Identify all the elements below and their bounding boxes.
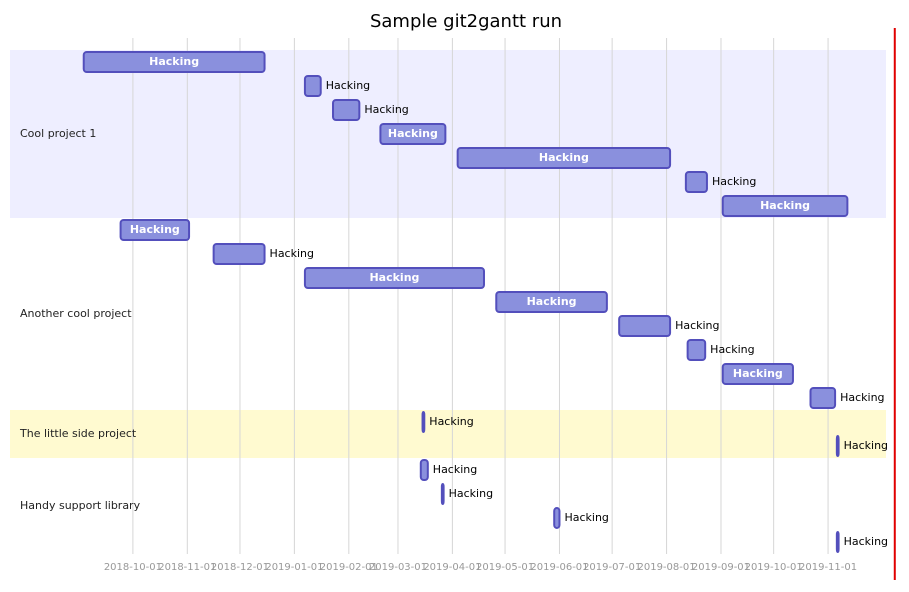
x-tick-label: 2019-09-01: [692, 562, 750, 573]
task-bar: [456, 147, 672, 169]
task-bar: [119, 219, 191, 241]
task-label: Hacking: [429, 415, 473, 428]
chart-title: Sample git2gantt run: [370, 11, 562, 32]
task-label: Hacking: [130, 223, 180, 236]
task-bar: [212, 243, 266, 265]
x-tick-label: 2019-04-01: [423, 562, 481, 573]
x-tick-label: 2019-07-01: [583, 562, 641, 573]
task-label: Hacking: [326, 79, 370, 92]
task-bar: [721, 363, 794, 385]
task-bar: [553, 507, 561, 529]
task-label: Hacking: [527, 295, 577, 308]
task-label: Hacking: [760, 199, 810, 212]
x-tick-label: 2018-11-01: [158, 562, 216, 573]
x-tick-label: 2019-06-01: [530, 562, 588, 573]
task-bar: [82, 51, 266, 73]
section-label: Handy support library: [20, 499, 141, 512]
task-bar: [379, 123, 447, 145]
task-bar: [419, 459, 429, 481]
task-label: Hacking: [712, 175, 756, 188]
task-bar: [686, 339, 707, 361]
x-tick-label: 2018-10-01: [104, 562, 162, 573]
section-label: Another cool project: [20, 307, 132, 320]
task-bar: [835, 435, 840, 457]
task-bar: [835, 531, 840, 553]
task-label: Hacking: [539, 151, 589, 164]
task-bar: [809, 387, 837, 409]
task-label: Hacking: [364, 103, 408, 116]
task-label: Hacking: [675, 319, 719, 332]
x-tick-label: 2019-10-01: [745, 562, 803, 573]
task-bar: [421, 411, 426, 433]
x-tick-label: 2018-12-01: [211, 562, 269, 573]
task-label: Hacking: [710, 343, 754, 356]
task-bar: [303, 267, 485, 289]
task-bar: [440, 483, 445, 505]
task-label: Hacking: [369, 271, 419, 284]
task-label: Hacking: [733, 367, 783, 380]
tasks: 2018-10-012018-11-012018-12-012019-01-01…: [19, 28, 896, 580]
task-label: Hacking: [840, 391, 884, 404]
task-bar: [684, 171, 708, 193]
x-tick-label: 2019-02-01: [320, 562, 378, 573]
section-band: [10, 458, 886, 554]
task-label: Hacking: [433, 463, 477, 476]
section-backgrounds: [10, 50, 886, 554]
task-bar: [332, 99, 361, 121]
task-label: Hacking: [564, 511, 608, 524]
x-tick-label: 2019-03-01: [369, 562, 427, 573]
task-label: Hacking: [270, 247, 314, 260]
task-bar: [303, 75, 322, 97]
section-label: Cool project 1: [20, 127, 96, 140]
task-label: Hacking: [449, 487, 493, 500]
x-tick-label: 2019-08-01: [637, 562, 695, 573]
task-label: Hacking: [844, 439, 888, 452]
x-tick-label: 2019-05-01: [476, 562, 534, 573]
task-bar: [721, 195, 849, 217]
section-label: The little side project: [19, 427, 137, 440]
x-tick-label: 2019-01-01: [265, 562, 323, 573]
section-band: [10, 50, 886, 218]
section-band: [10, 410, 886, 458]
x-tick-label: 2019-11-01: [799, 562, 857, 573]
task-label: Hacking: [388, 127, 438, 140]
task-label: Hacking: [844, 535, 888, 548]
task-bar: [495, 291, 608, 313]
task-label: Hacking: [149, 55, 199, 68]
task-bar: [618, 315, 672, 337]
